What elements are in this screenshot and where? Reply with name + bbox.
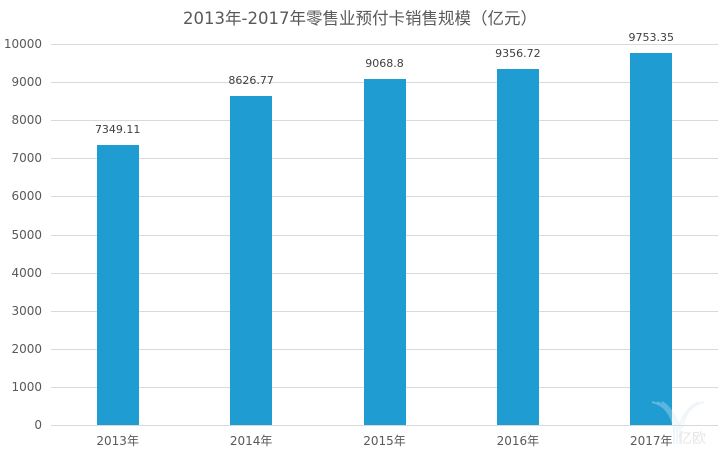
y-tick-label: 10000 — [3, 37, 42, 51]
bar-value-label: 9068.8 — [365, 57, 404, 71]
y-tick-label: 4000 — [11, 265, 42, 280]
y-tick-label: 5000 — [11, 227, 42, 242]
x-tick-label: 2015年 — [363, 434, 406, 448]
bar-value-label: 8626.77 — [228, 74, 274, 88]
bar — [630, 53, 673, 425]
watermark-text: 亿欧 — [678, 431, 706, 447]
y-tick-label: 7000 — [11, 151, 42, 166]
y-tick-label: 2000 — [11, 341, 42, 356]
x-tick-label: 2013年 — [96, 434, 139, 448]
x-tick-label: 2017年 — [630, 434, 673, 448]
bar-value-label: 9753.35 — [628, 31, 675, 45]
gridline — [51, 425, 718, 426]
y-tick-label: 8000 — [11, 113, 42, 128]
x-tick-label: 2016年 — [496, 434, 540, 448]
plot-area: 7349.11 8626.77 9068.8 9356.72 9753.35 — [51, 31, 718, 426]
y-tick-label: 6000 — [11, 189, 42, 204]
bar — [230, 96, 273, 425]
y-tick-label: 1000 — [11, 379, 42, 394]
bar-value-label: 9356.72 — [495, 46, 541, 60]
bar-value-label: 7349.11 — [94, 122, 141, 136]
yiou-logo-icon — [651, 401, 705, 444]
bar — [363, 79, 406, 425]
y-tick-label: 0 — [34, 418, 42, 432]
chart-title: 2013年-2017年零售业预付卡销售规模（亿元） — [183, 9, 537, 28]
bar — [496, 68, 539, 425]
gridline — [51, 44, 718, 45]
bar — [96, 145, 139, 425]
x-tick-label: 2014年 — [229, 434, 273, 448]
y-tick-label: 9000 — [11, 75, 42, 90]
y-tick-label: 3000 — [11, 303, 42, 318]
